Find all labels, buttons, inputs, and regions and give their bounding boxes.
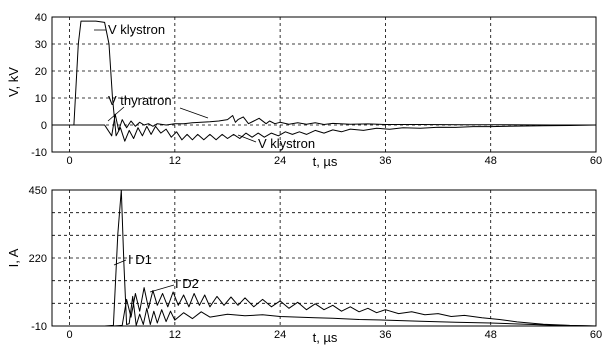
x-tick-label: 36 [379, 329, 391, 341]
y-tick-label: 220 [29, 253, 47, 265]
series-line-v-thyratron [52, 113, 596, 137]
plot-frame [51, 16, 597, 153]
voltage-chart: V, kV t, µs V klystron V thyratron V kly… [6, 12, 602, 169]
x-tick-label: 60 [590, 155, 602, 167]
series-line-v-klystron [52, 20, 597, 142]
y-axis-label: V, kV [6, 67, 21, 97]
annotation-v-thyratron: V thyratron [108, 93, 172, 108]
leader-v-thyratron-2 [179, 107, 209, 119]
leader-v-thyratron [107, 106, 125, 122]
y-axis-label: I, A [6, 248, 21, 267]
series-line-i-d2 [52, 287, 597, 327]
current-chart: I, A t, µs I D1 I D2 0 12 24 36 48 60 -10 220 45… [6, 185, 602, 345]
x-tick-label: 12 [169, 329, 181, 341]
annotation-i-d2: I D2 [175, 276, 199, 291]
x-tick-label: 48 [485, 329, 497, 341]
x-tick-label: 36 [379, 155, 391, 167]
x-tick-label: 0 [66, 329, 72, 341]
y-tick-label: -10 [31, 321, 47, 333]
y-tick-label: 30 [35, 39, 47, 51]
x-tick-label: 60 [590, 329, 602, 341]
x-tick-label: 48 [485, 155, 497, 167]
x-axis-label: t, µs [313, 330, 338, 345]
y-tick-label: -10 [31, 147, 47, 159]
leader-v-klystron-2 [237, 134, 257, 143]
plot-frame [51, 189, 597, 327]
leader-i-d2 [149, 284, 175, 293]
y-tick-label: 0 [41, 120, 47, 132]
y-tick-label: 40 [35, 12, 47, 24]
y-tick-label: 450 [29, 185, 47, 197]
series-line-i-d1 [52, 189, 597, 327]
annotation-v-klystron-2: V klystron [258, 136, 315, 151]
annotation-i-d1: I D1 [128, 252, 152, 267]
x-tick-label: 24 [274, 329, 286, 341]
y-tick-label: 10 [35, 93, 47, 105]
x-tick-label: 12 [169, 155, 181, 167]
x-tick-label: 0 [66, 155, 72, 167]
y-tick-label: 20 [35, 66, 47, 78]
x-axis-label: t, µs [313, 154, 338, 169]
annotation-v-klystron: V klystron [108, 22, 165, 37]
x-tick-label: 24 [274, 155, 286, 167]
